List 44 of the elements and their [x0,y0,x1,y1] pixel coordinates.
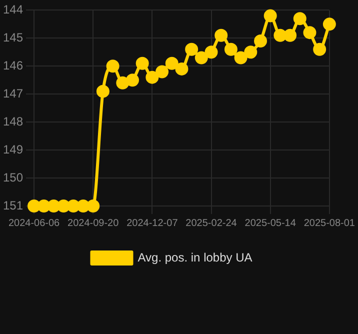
point [224,42,238,56]
point [264,9,277,22]
x-tick-label: 2024-06-06 [8,218,60,229]
y-tick-label: 149 [2,142,24,156]
point [66,200,80,212]
point [303,26,316,40]
point [185,42,198,56]
y-tick-label: 150 [2,170,24,184]
y-tick-label: 151 [2,198,24,212]
point [116,76,130,90]
x-tick-label: 2025-05-14 [244,218,296,229]
y-tick-label: 148 [2,114,24,128]
point [106,60,120,73]
point [37,200,50,212]
x-tick-label: 2025-08-01 [304,218,356,229]
point [96,84,110,98]
y-tick-label: 144 [2,2,24,17]
point [165,56,178,70]
point [254,34,267,48]
y-tick-label: 147 [2,86,24,100]
point [175,62,188,76]
point [274,28,287,42]
point [47,200,60,212]
x-tick-label: 2024-09-20 [68,218,120,229]
point [234,51,248,64]
point [136,56,149,70]
point [194,51,208,64]
point [204,46,218,59]
x-tick-label: 2024-12-07 [126,218,178,229]
point [293,12,306,26]
x-tick-label: 2025-02-24 [186,218,238,229]
y-tick-label: 146 [2,58,24,72]
point [57,200,70,212]
point [284,28,297,42]
point [313,42,326,56]
point [244,46,258,59]
point [214,28,228,42]
point [126,74,139,87]
y-tick-label: 145 [2,30,24,44]
legend-label: Avg. pos. in lobby UA [138,250,252,264]
point [146,70,159,84]
point [76,200,90,212]
point [156,65,169,78]
point [322,18,336,31]
